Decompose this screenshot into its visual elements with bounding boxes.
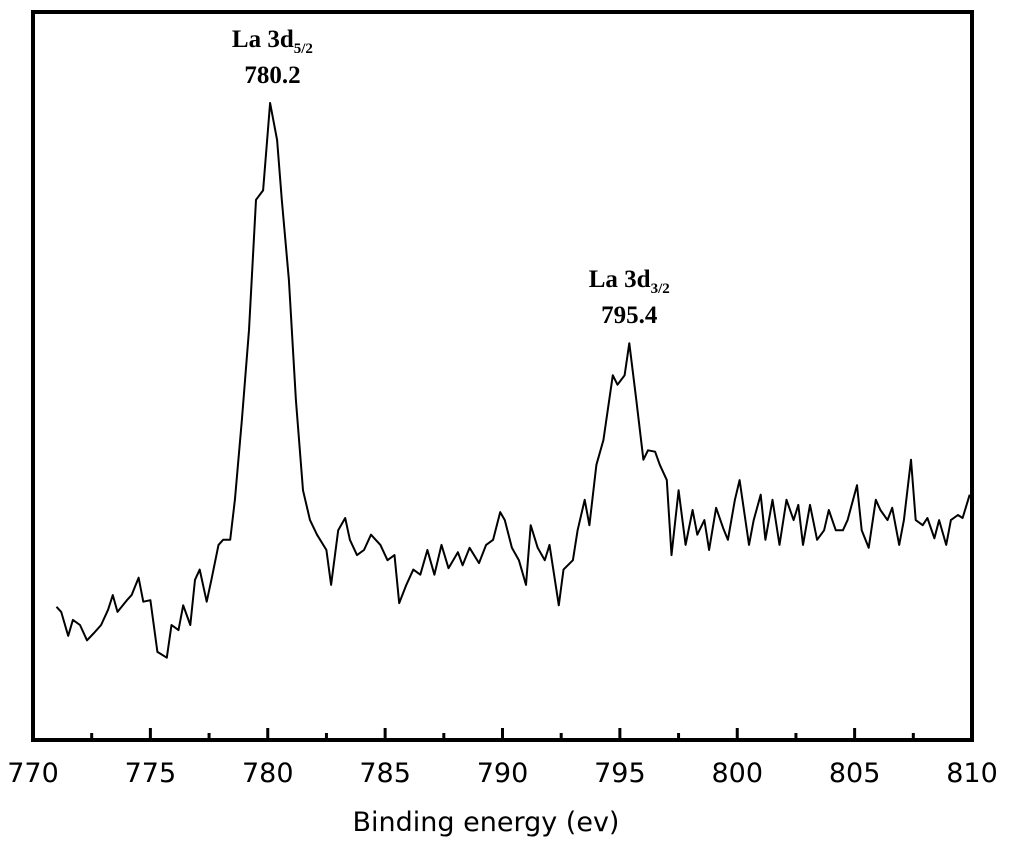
x-tick-label: 775: [125, 758, 177, 789]
x-tick-label: 780: [242, 758, 294, 789]
peak-label-subscript: 3/2: [651, 281, 670, 297]
x-tick-label: 790: [477, 758, 529, 789]
peak-position: 780.2: [244, 62, 300, 89]
x-tick-label: 795: [594, 758, 646, 789]
x-tick-label: 785: [359, 758, 411, 789]
peak-label-text: La 3d: [232, 26, 294, 53]
x-axis-label: Binding energy (ev): [353, 807, 620, 838]
x-tick-label: 770: [7, 758, 59, 789]
plot-frame: [31, 10, 974, 742]
x-tick-label: 810: [946, 758, 998, 789]
spectrum-line: [55, 102, 971, 659]
peak-label: La 3d5/2: [232, 26, 313, 57]
peak-label-subscript: 5/2: [294, 41, 313, 57]
peak-label-text: La 3d: [589, 266, 651, 293]
x-tick-label: 800: [711, 758, 763, 789]
peak-position: 795.4: [601, 302, 658, 329]
x-tick-label: 805: [829, 758, 881, 789]
peak-label: La 3d3/2: [589, 266, 670, 297]
